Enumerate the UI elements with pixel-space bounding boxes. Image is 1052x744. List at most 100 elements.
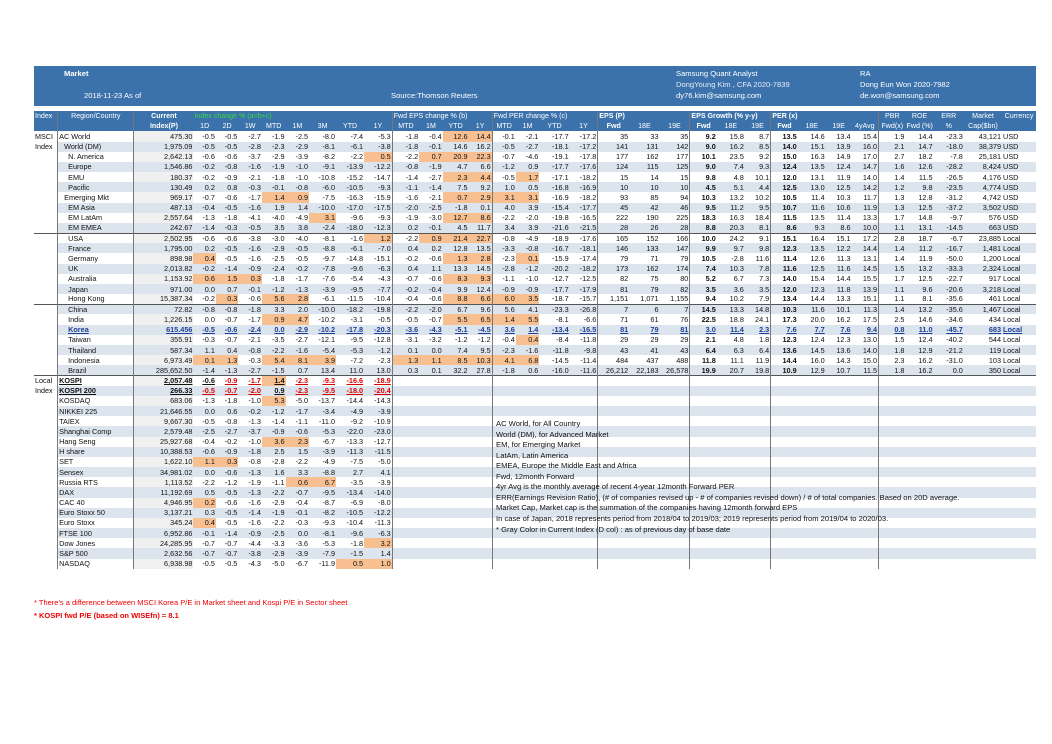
per-value: 15.4 — [852, 131, 879, 141]
feps-value — [469, 386, 493, 396]
feps-value: 5.5 — [443, 314, 469, 324]
epsg-value: 10.2 — [745, 192, 771, 202]
fper-value — [516, 548, 540, 558]
per-value — [826, 396, 852, 406]
feps-value: 4.5 — [443, 223, 469, 233]
col-market-cap: Market — [964, 111, 1002, 121]
epsg-value — [690, 386, 717, 396]
fper-value: -6.6 — [570, 314, 598, 324]
epsg-value: 22.5 — [690, 314, 717, 324]
glossary-note: ERR(Earnings Revision Ratio), (# of comp… — [496, 493, 959, 502]
feps-value — [392, 508, 419, 518]
chg-value: -0.9 — [262, 426, 286, 436]
feps-value — [469, 498, 493, 508]
chg-value: -3.6 — [286, 538, 310, 548]
col-pbr-sub: Fwd(x) — [879, 121, 906, 131]
fper-value — [516, 375, 540, 385]
currency-value — [1002, 528, 1036, 538]
market-cap-value — [964, 487, 1002, 497]
chg-value: -3.9 — [364, 477, 392, 487]
market-cap-value — [964, 498, 1002, 508]
fper-value: -17.8 — [570, 152, 598, 162]
chg-value: -3.8 — [364, 142, 392, 152]
chg-value: -1.2 — [262, 406, 286, 416]
chg-value: 0.4 — [193, 518, 215, 528]
currency-value: USD — [1002, 131, 1036, 141]
roe-value: 11.2 — [906, 243, 934, 253]
per-value — [798, 396, 826, 406]
chg-value: 3.3 — [286, 467, 310, 477]
feps-value — [419, 426, 443, 436]
col-per-18e: 18E — [798, 121, 826, 131]
fper-value: 1.4 — [492, 314, 516, 324]
fper-value: -3.3 — [492, 243, 516, 253]
chg-value: -9.3 — [364, 213, 392, 223]
epsg-value: 6.4 — [690, 345, 717, 355]
epsg-value: 11.2 — [717, 203, 745, 213]
fper-value — [539, 538, 569, 548]
per-value: 17.3 — [771, 314, 798, 324]
region-name: Dow Jones — [58, 538, 134, 548]
fper-value: -13.4 — [539, 325, 569, 335]
epsg-value: 9.2 — [690, 131, 717, 141]
table-row: Indonesia 6,973.49 0.1 1.3 -0.3 5.4 8.1 3.9 -7.2… — [34, 355, 1036, 365]
eps-value: 173 — [598, 264, 629, 274]
chg-value: -0.1 — [286, 508, 310, 518]
chg-value: -6.1 — [336, 243, 364, 253]
currency-value — [1002, 548, 1036, 558]
eps-value: 28 — [598, 223, 629, 233]
market-cap-value: 434 — [964, 314, 1002, 324]
eps-value: 43 — [598, 345, 629, 355]
chg-value: -0.8 — [193, 304, 215, 314]
feps-value: -4.5 — [469, 325, 493, 335]
feps-value — [392, 375, 419, 385]
per-value: 12.4 — [798, 335, 826, 345]
epsg-value: 10.2 — [717, 294, 745, 304]
chg-value: -1.2 — [216, 477, 238, 487]
chg-value: -0.1 — [238, 284, 262, 294]
region-name: SET — [58, 457, 134, 467]
chg-value: -10.9 — [364, 416, 392, 426]
per-value: 11.6 — [826, 264, 852, 274]
feps-value: 0.1 — [392, 345, 419, 355]
table-row: Pacific 130.49 0.2 0.8 -0.3 -0.1 -0.8 -6.0 -10.5… — [34, 182, 1036, 192]
epsg-value — [717, 559, 745, 569]
col-fper-ytd: YTD — [539, 121, 569, 131]
pbr-value: 1.4 — [879, 172, 906, 182]
table-row: Emerging Mkt 969.17 -0.7 -0.6 -1.7 1.4 0.9 -7.5… — [34, 192, 1036, 202]
eps-value: 484 — [598, 355, 629, 365]
eps-value: 15 — [598, 172, 629, 182]
table-row: NASDAQ 6,938.98 -0.5 -0.5 -4.3 -5.0 -6.7 -11.9 0… — [34, 559, 1036, 569]
per-value: 14.5 — [798, 345, 826, 355]
chg-value: -0.6 — [216, 325, 238, 335]
market-cap-value: 4,774 — [964, 182, 1002, 192]
chg-value: -23.0 — [364, 426, 392, 436]
current-index-value: 6,952.86 — [134, 528, 194, 538]
per-value: 15.1 — [826, 233, 852, 243]
eps-value — [598, 548, 629, 558]
per-value: 13.5 — [771, 131, 798, 141]
feps-value — [469, 457, 493, 467]
eps-value — [598, 416, 629, 426]
current-index-value: 1,975.09 — [134, 142, 194, 152]
col-chg-ytd: YTD — [336, 121, 364, 131]
epsg-value — [745, 396, 771, 406]
chg-value: -0.3 — [286, 518, 310, 528]
chg-value: -9.5 — [336, 335, 364, 345]
eps-value: 26 — [629, 223, 659, 233]
chg-value: -1.9 — [262, 162, 286, 172]
chg-value: -0.9 — [238, 264, 262, 274]
epsg-value — [717, 386, 745, 396]
feps-value: -1.9 — [392, 213, 419, 223]
fper-value: -17.7 — [539, 162, 569, 172]
chg-value: -10.4 — [336, 518, 364, 528]
feps-value: 12.4 — [469, 284, 493, 294]
per-value: 14.2 — [852, 182, 879, 192]
feps-value: -2.5 — [419, 203, 443, 213]
chg-value: -1.3 — [193, 213, 215, 223]
chg-value: -6.1 — [309, 294, 336, 304]
fper-value: -11.8 — [539, 345, 569, 355]
per-value: 14.3 — [826, 355, 852, 365]
per-value — [798, 447, 826, 457]
err-value — [934, 386, 964, 396]
